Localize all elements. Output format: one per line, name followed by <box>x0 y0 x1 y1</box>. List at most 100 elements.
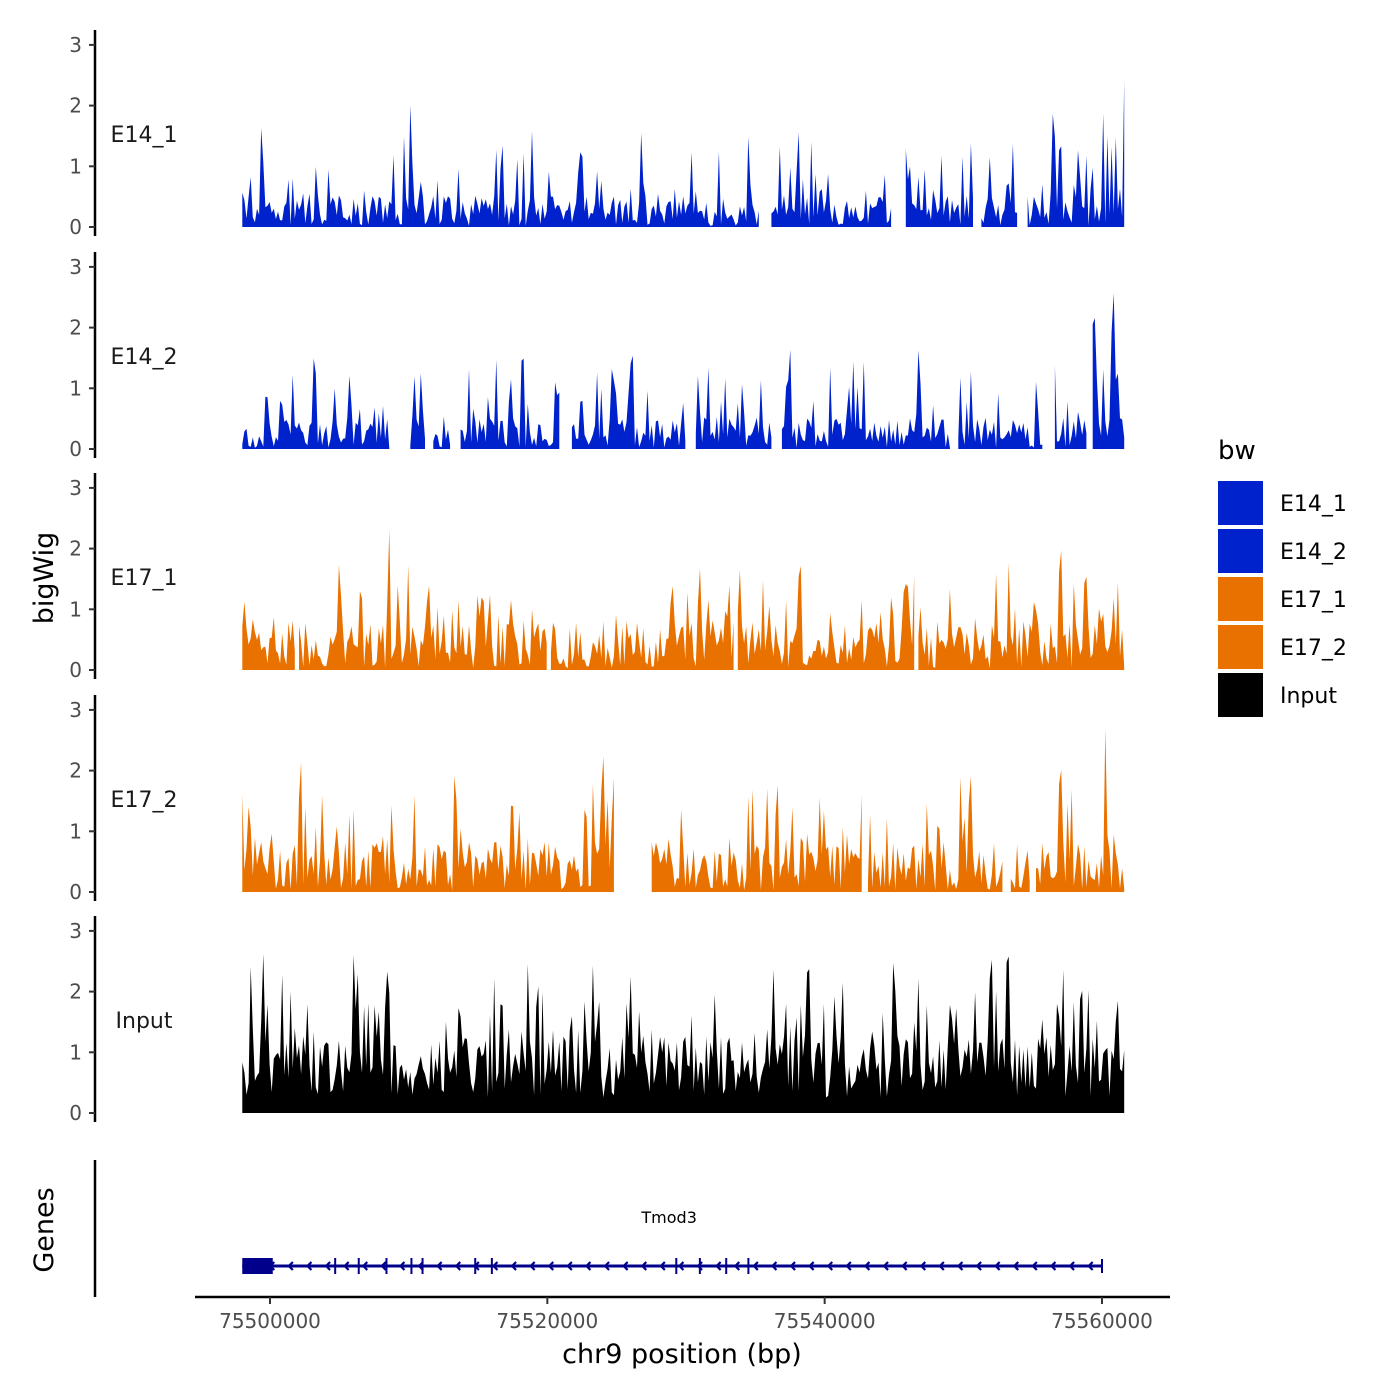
strand-arrow <box>1012 1261 1020 1271</box>
strand-arrow <box>752 1261 759 1271</box>
y-tick-label: 1 <box>69 154 82 178</box>
strand-arrow <box>380 1261 387 1271</box>
y-tick-label: 2 <box>69 759 82 783</box>
legend-item: E14_1 <box>1218 481 1347 525</box>
x-tick-label: 75500000 <box>219 1309 321 1333</box>
strand-arrow <box>491 1261 499 1271</box>
y-tick-label: 3 <box>69 255 82 279</box>
strand-arrow <box>640 1261 648 1271</box>
signal-area <box>242 529 1125 670</box>
strand-arrow <box>454 1261 462 1271</box>
signal-area <box>242 953 1125 1113</box>
legend-title: bw <box>1218 436 1256 466</box>
x-axis-title: chr9 position (bp) <box>562 1339 802 1370</box>
strand-arrow <box>938 1261 945 1271</box>
strand-arrow <box>659 1261 666 1271</box>
gene-label: Tmod3 <box>640 1208 696 1227</box>
strand-arrow <box>901 1261 908 1271</box>
strand-arrow <box>436 1261 443 1271</box>
legend-swatch <box>1218 481 1263 525</box>
track-e17-2: 0 1 2 3 E17_2 <box>69 695 1125 904</box>
y-tick-label: 1 <box>69 376 82 400</box>
legend-item: Input <box>1218 673 1337 717</box>
strand-arrow <box>584 1261 592 1271</box>
legend-swatch <box>1218 529 1263 573</box>
y-tick-label: 2 <box>69 316 82 340</box>
x-tick-label: 75560000 <box>1051 1309 1153 1333</box>
track-label: Input <box>116 1009 173 1034</box>
strand-arrow <box>287 1261 294 1271</box>
strand-arrow <box>1049 1261 1057 1271</box>
strand-arrow <box>1031 1261 1038 1271</box>
strand-arrow <box>324 1261 331 1271</box>
gene-tmod3: Tmod3 <box>242 1208 1103 1274</box>
legend-swatch <box>1218 673 1263 717</box>
y-tick-label: 1 <box>69 1040 82 1064</box>
genes-track-title: Genes <box>29 1187 60 1272</box>
y-tick-label: 1 <box>69 597 82 621</box>
strand-arrow <box>529 1261 536 1271</box>
y-tick-label: 2 <box>69 537 82 561</box>
strand-arrow <box>622 1261 629 1271</box>
track-label: E14_1 <box>111 123 178 148</box>
y-axis: 0 1 2 3 <box>69 473 97 682</box>
legend-label: E14_1 <box>1280 492 1347 517</box>
x-axis: 75500000 75520000 75540000 75560000 <box>195 1295 1170 1333</box>
legend-label: E17_1 <box>1280 588 1347 613</box>
strand-arrow <box>603 1261 610 1271</box>
strand-arrow <box>1068 1261 1075 1271</box>
signal-area <box>242 728 1125 892</box>
strand-arrow <box>547 1261 555 1271</box>
strand-arrow <box>566 1261 573 1271</box>
legend-item: E14_2 <box>1218 529 1347 573</box>
y-axis: 0 1 2 3 <box>69 30 97 239</box>
y-tick-label: 2 <box>69 94 82 118</box>
x-tick-label: 75520000 <box>496 1309 598 1333</box>
y-axis: 0 1 2 3 <box>69 695 97 904</box>
y-tick-label: 3 <box>69 476 82 500</box>
track-e17-1: 0 1 2 3 E17_1 <box>69 473 1125 682</box>
strand-arrow <box>994 1261 1001 1271</box>
signal-tracks: 0 1 2 3 E14_1 0 1 2 3 E14_2 0 1 2 3 E17_1 0 1 2 3 E17_2 0 1 2 3… <box>69 30 1125 1125</box>
legend-swatch <box>1218 577 1263 621</box>
strand-arrow <box>770 1261 778 1271</box>
track-e14-1: 0 1 2 3 E14_1 <box>69 30 1125 239</box>
y-axis: 0 1 2 3 <box>69 916 97 1125</box>
y-tick-label: 2 <box>69 980 82 1004</box>
strand-arrow <box>715 1261 722 1271</box>
gene-track: Tmod3 <box>93 1160 1103 1297</box>
y-tick-label: 3 <box>69 919 82 943</box>
legend-item: E17_1 <box>1218 577 1347 621</box>
strand-arrow <box>510 1261 517 1271</box>
y-tick-label: 0 <box>69 880 82 904</box>
strand-arrow <box>733 1261 741 1271</box>
track-input: 0 1 2 3 Input <box>69 916 1125 1125</box>
y-axis: 0 1 2 3 <box>69 252 97 461</box>
strand-arrow <box>677 1261 685 1271</box>
y-tick-label: 3 <box>69 33 82 57</box>
y-axis-title: bigWig <box>29 532 60 625</box>
y-tick-label: 1 <box>69 819 82 843</box>
strand-arrow <box>956 1261 964 1271</box>
track-label: E14_2 <box>111 345 178 370</box>
y-tick-label: 0 <box>69 1101 82 1125</box>
strand-arrow <box>826 1261 834 1271</box>
legend-label: Input <box>1280 684 1337 709</box>
strand-arrow <box>398 1261 406 1271</box>
strand-arrow <box>919 1261 927 1271</box>
strand-arrow <box>808 1261 815 1271</box>
y-tick-label: 3 <box>69 698 82 722</box>
legend-swatch <box>1218 625 1263 669</box>
y-tick-label: 0 <box>69 658 82 682</box>
legend: bw E14_1 E14_2 E17_1 E17_2 Input <box>1218 436 1347 717</box>
y-tick-label: 0 <box>69 215 82 239</box>
signal-area <box>242 80 1125 227</box>
strand-arrow <box>361 1261 369 1271</box>
strand-arrow <box>343 1261 350 1271</box>
signal-area <box>242 293 1125 449</box>
strand-arrow <box>1087 1261 1094 1271</box>
legend-label: E17_2 <box>1280 636 1347 661</box>
legend-item: E17_2 <box>1218 625 1347 669</box>
track-label: E17_2 <box>111 788 178 813</box>
